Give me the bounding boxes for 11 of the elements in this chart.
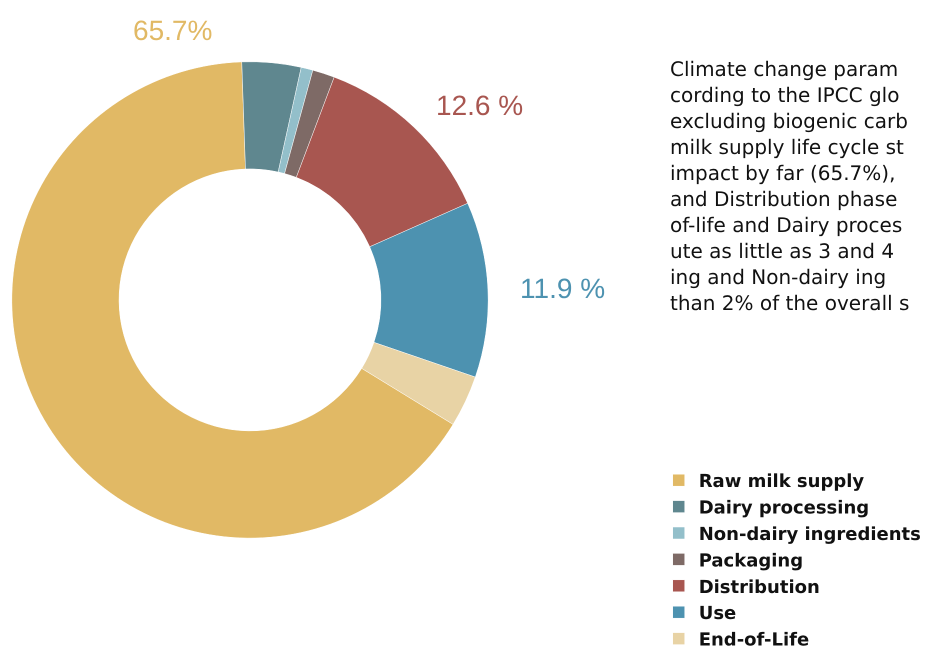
legend-label: Non-dairy ingredients xyxy=(698,524,921,546)
legend-label: Use xyxy=(698,603,736,624)
legend-label: Raw milk supply xyxy=(698,471,864,492)
legend-label: Distribution xyxy=(698,576,820,598)
text: Climate change param cording to the IPCC glo excluding biogenic carb milk supply life cycle st impact by far (65.7%), and Distribution phase of-life and Dairy proces ute as little as 3 and 4 ing and Non-dairy ing than 2% of the overall s xyxy=(670,57,910,315)
data-label: 11.9 % xyxy=(520,273,606,304)
legend-label: End-of-Life xyxy=(698,630,810,651)
legend-label: Packaging xyxy=(698,550,804,572)
data-label: 65.7% xyxy=(133,15,212,46)
data-label: 12.6 % xyxy=(436,90,524,121)
legend-label: Dairy processing xyxy=(698,498,870,519)
